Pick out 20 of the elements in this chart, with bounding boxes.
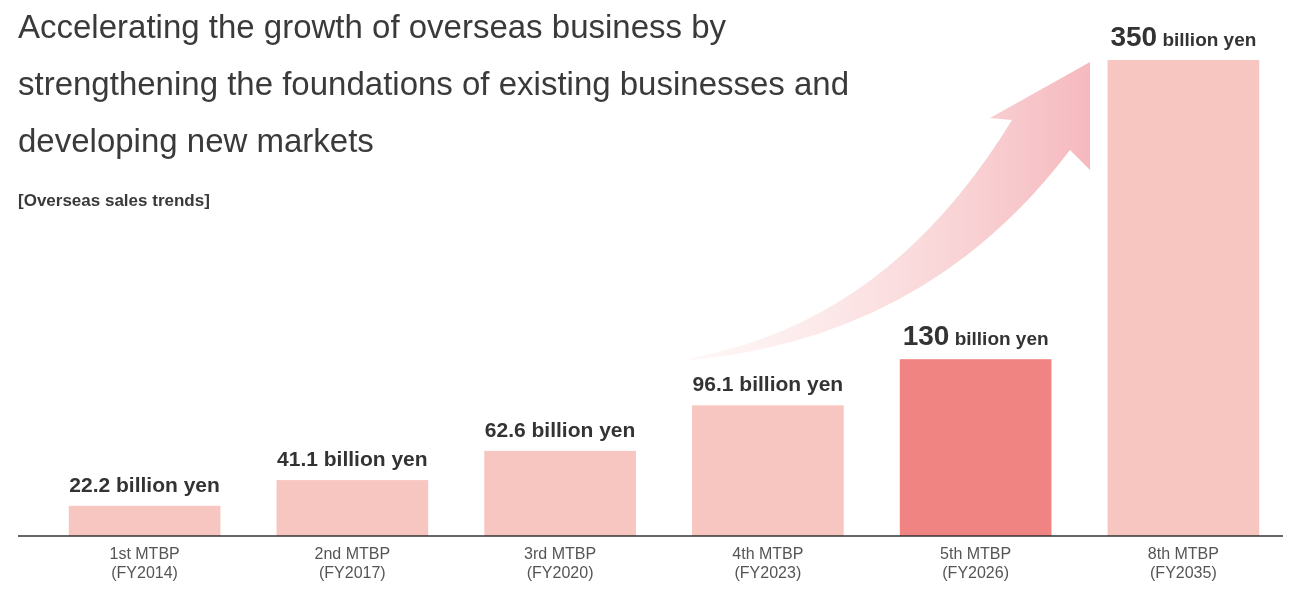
bar bbox=[692, 405, 844, 536]
data-label: 350 billion yen bbox=[1110, 21, 1257, 52]
x-tick-label: 1st MTBP (FY2014) bbox=[109, 545, 180, 581]
chart-title: Accelerating the growth of overseas business by strengthening the foundations of existing businesses and developing new markets bbox=[18, 8, 850, 159]
data-label: 130 billion yen bbox=[902, 320, 1049, 352]
data-label: 96.1 billion yen bbox=[692, 372, 844, 396]
bar bbox=[484, 450, 636, 536]
bar bbox=[276, 480, 429, 536]
x-tick-label: 5th MTBP (FY2026) bbox=[940, 545, 1012, 581]
x-tick-label: 4th MTBP (FY2023) bbox=[732, 545, 804, 581]
bar bbox=[1107, 60, 1260, 536]
text: [Overseas sales trends] bbox=[18, 191, 210, 210]
x-tick-label: 3rd MTBP (FY2020) bbox=[524, 545, 597, 581]
data-label: 22.2 billion yen bbox=[69, 472, 220, 496]
bar bbox=[899, 359, 1052, 536]
bar bbox=[68, 505, 221, 536]
data-label: 62.6 billion yen bbox=[484, 417, 636, 441]
x-tick-label: 2nd MTBP (FY2017) bbox=[314, 545, 391, 581]
x-tick-label: 8th MTBP (FY2035) bbox=[1147, 545, 1219, 581]
data-label: 41.1 billion yen bbox=[277, 447, 428, 471]
